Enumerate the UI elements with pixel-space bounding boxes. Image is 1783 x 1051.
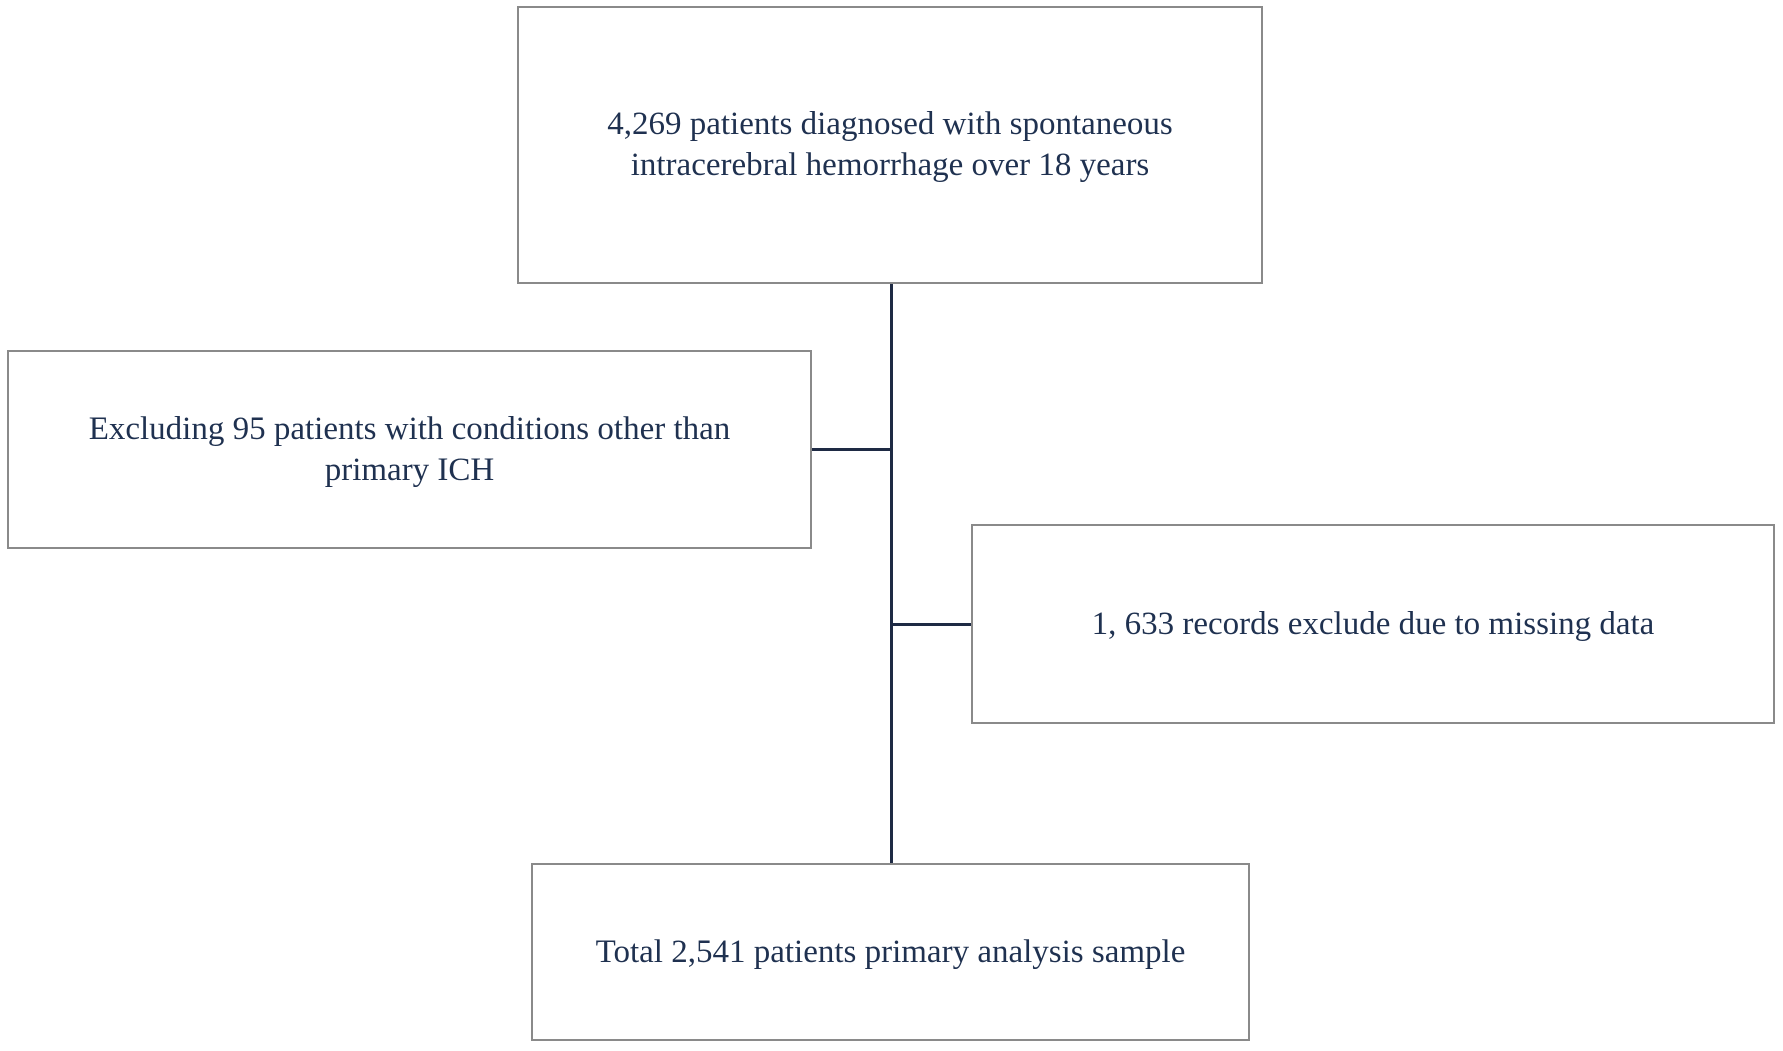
connector-stub-left-exclusion: [812, 448, 890, 451]
flow-node-diagnosed-patients: 4,269 patients diagnosed with spontaneou…: [517, 6, 1263, 284]
connector-vertical-spine: [890, 284, 893, 863]
flow-node-diagnosed-patients-text: 4,269 patients diagnosed with spontaneou…: [607, 106, 1173, 183]
flow-node-excluded-missing-data-text: 1, 633 records exclude due to missing da…: [1091, 605, 1655, 642]
flow-node-excluded-other-conditions-text: Excluding 95 patients with conditions ot…: [88, 410, 731, 488]
connector-stub-right-exclusion: [893, 623, 971, 626]
flow-node-excluded-missing-data: 1, 633 records exclude due to missing da…: [971, 524, 1775, 724]
flow-node-final-analysis-sample: Total 2,541 patients primary analysis sa…: [531, 863, 1250, 1041]
flow-node-final-analysis-sample-text: Total 2,541 patients primary analysis sa…: [595, 933, 1186, 970]
flow-node-excluded-other-conditions: Excluding 95 patients with conditions ot…: [7, 350, 812, 549]
